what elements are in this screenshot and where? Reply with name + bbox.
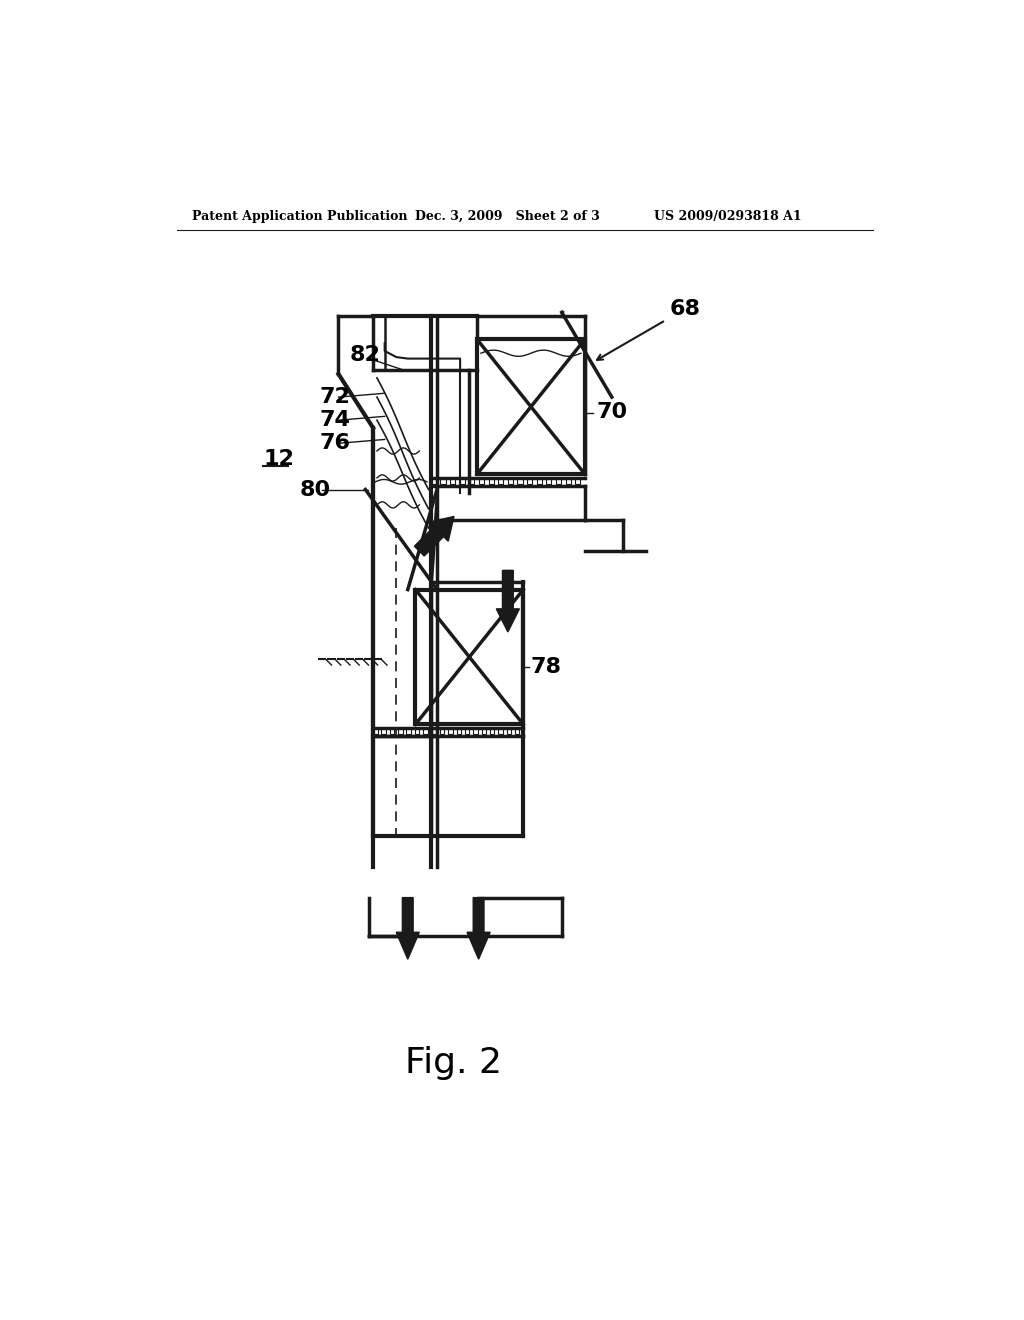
Bar	[449, 729, 453, 734]
Bar	[431, 729, 436, 734]
Bar	[527, 478, 532, 484]
Bar	[457, 729, 461, 734]
Bar	[499, 729, 503, 734]
Bar	[460, 478, 465, 484]
Bar	[440, 478, 445, 484]
Bar	[477, 339, 585, 474]
Text: 82: 82	[350, 345, 381, 364]
Bar	[423, 729, 428, 734]
Bar	[469, 478, 474, 484]
Bar	[575, 478, 581, 484]
Text: 12: 12	[263, 449, 294, 469]
Bar	[416, 590, 523, 725]
Bar	[465, 729, 469, 734]
Bar	[481, 729, 486, 734]
FancyArrow shape	[467, 898, 490, 960]
Bar	[398, 729, 402, 734]
Text: 70: 70	[596, 403, 628, 422]
Text: 76: 76	[319, 433, 350, 453]
Text: 80: 80	[300, 479, 331, 499]
Bar	[451, 478, 456, 484]
Bar	[382, 729, 386, 734]
Text: 74: 74	[319, 411, 350, 430]
Bar	[479, 478, 484, 484]
FancyArrow shape	[497, 570, 519, 632]
Bar	[515, 729, 519, 734]
Bar	[508, 478, 513, 484]
Bar	[537, 478, 542, 484]
Text: US 2009/0293818 A1: US 2009/0293818 A1	[654, 210, 802, 223]
Bar	[390, 729, 394, 734]
Text: 78: 78	[531, 656, 562, 677]
Bar	[499, 478, 504, 484]
FancyArrow shape	[396, 898, 419, 960]
Bar	[431, 478, 436, 484]
Bar	[489, 729, 495, 734]
Bar	[488, 478, 494, 484]
Bar	[373, 729, 378, 734]
Bar	[415, 729, 419, 734]
Bar	[556, 478, 561, 484]
Bar	[440, 729, 444, 734]
Bar	[547, 478, 552, 484]
Text: Dec. 3, 2009   Sheet 2 of 3: Dec. 3, 2009 Sheet 2 of 3	[416, 210, 600, 223]
Text: Fig. 2: Fig. 2	[406, 1047, 503, 1080]
Bar	[565, 478, 570, 484]
Bar	[507, 729, 511, 734]
Bar	[473, 729, 478, 734]
FancyArrow shape	[415, 516, 454, 556]
Text: 68: 68	[670, 298, 700, 318]
Text: Patent Application Publication: Patent Application Publication	[193, 210, 408, 223]
Bar	[517, 478, 522, 484]
Bar	[407, 729, 411, 734]
Text: 72: 72	[319, 387, 350, 407]
